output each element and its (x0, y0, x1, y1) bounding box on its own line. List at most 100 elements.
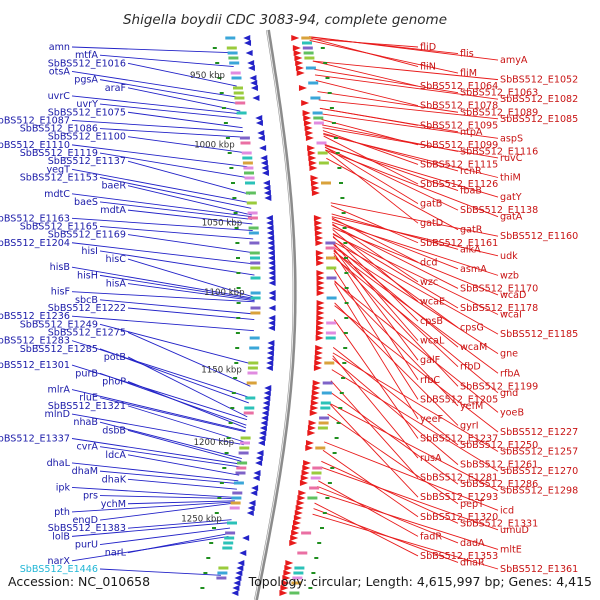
gene-label[interactable]: wzc (420, 277, 438, 288)
gene-label[interactable]: wcaI (500, 310, 522, 321)
gene-label[interactable]: ipk (56, 482, 71, 493)
gene-label[interactable]: prs (83, 491, 98, 502)
gene-label[interactable]: fliN (420, 62, 436, 73)
gene-label[interactable]: icd (500, 505, 514, 516)
gene-label[interactable]: mlnD (45, 409, 70, 420)
gene-label[interactable]: SbBS512_E1052 (500, 75, 578, 86)
gene-label[interactable]: SbBS512_E1383 (48, 523, 126, 534)
gene-label[interactable]: uvrC (48, 91, 71, 102)
gene-label[interactable]: SbBS512_E1283 (0, 336, 70, 347)
gene-label[interactable]: SbBS512_E1361 (500, 564, 578, 575)
gene-label[interactable]: mdtA (100, 205, 126, 216)
gene-label[interactable]: SbBS512_E1337 (0, 434, 70, 445)
gene-label[interactable]: rusA (420, 453, 442, 464)
gene-label[interactable]: SbBS512_E1275 (48, 327, 126, 338)
gene-label[interactable]: SbBS512_E1087 (0, 115, 70, 126)
gene-label[interactable]: hisF (51, 287, 70, 298)
gene-label[interactable]: SbBS512_E1138 (460, 205, 538, 216)
gene-label[interactable]: SbBS512_E1110 (0, 140, 70, 151)
gene-label[interactable]: SbBS512_E1115 (420, 159, 498, 170)
gene-label[interactable]: SbBS512_E1119 (20, 148, 98, 159)
gene-label[interactable]: dhaR (460, 557, 485, 568)
gene-label[interactable]: SbBS512_E1160 (500, 231, 578, 242)
gene-label[interactable]: cvrA (77, 442, 99, 453)
gene-label[interactable]: purU (75, 540, 98, 551)
gene-label[interactable]: SbBS512_E1204 (0, 238, 70, 249)
gene-label[interactable]: aspS (500, 133, 523, 144)
gene-label[interactable]: wzb (500, 270, 519, 281)
gene-label[interactable]: SbBS512_E1085 (500, 114, 578, 125)
gene-label[interactable]: SbBS512_E1237 (420, 434, 498, 445)
gene-label[interactable]: phoP (102, 376, 126, 387)
gene-label[interactable]: SbBS512_E1331 (460, 518, 538, 529)
gene-label[interactable]: SbBS512_E1281 (420, 473, 498, 484)
gene-label[interactable]: gne (500, 349, 518, 360)
gene-label[interactable]: gatB (420, 199, 442, 210)
gene-label[interactable]: SbBS512_E1016 (48, 58, 126, 69)
gene-label[interactable]: wcaD (500, 290, 526, 301)
gene-label[interactable]: nhaB (73, 417, 98, 428)
gene-label[interactable]: amyA (500, 55, 528, 66)
gene-label[interactable]: flis (460, 49, 474, 60)
gene-label[interactable]: mdtC (44, 189, 70, 200)
gene-label[interactable]: SbBS512_E1301 (0, 360, 70, 371)
gene-label[interactable]: yoeB (500, 407, 524, 418)
gene-label[interactable]: engD (73, 515, 98, 526)
gene-label[interactable]: fliD (420, 42, 436, 53)
gene-label[interactable]: SbBS512_E1236 (0, 311, 70, 322)
gene-label[interactable]: SbBS512_E1320 (420, 512, 498, 523)
gene-label[interactable]: wcaM (460, 342, 487, 353)
gene-label[interactable]: yeeF (420, 414, 443, 425)
gene-label[interactable]: uvrY (76, 99, 98, 110)
gene-label[interactable]: wcaL (420, 336, 445, 347)
gene-label[interactable]: hisA (106, 279, 127, 290)
gene-label[interactable]: dhaK (102, 474, 127, 485)
gene-label[interactable]: potB (104, 352, 126, 363)
gene-label[interactable]: amn (49, 42, 70, 53)
gene-label[interactable]: yegT (46, 164, 70, 175)
gene-label[interactable]: pth (54, 507, 70, 518)
gene-label[interactable]: udk (500, 251, 518, 262)
gene-label[interactable]: SbBS512_E1075 (48, 107, 126, 118)
gene-label[interactable]: dhaM (72, 466, 98, 477)
gene-label[interactable]: SbBS512_E1446 (20, 564, 98, 575)
gene-label[interactable]: rfbC (420, 375, 440, 386)
gene-label[interactable]: SbBS512_E1257 (500, 447, 578, 458)
gene-label[interactable]: dsbB (102, 425, 126, 436)
gene-label[interactable]: SbBS512_E1222 (48, 303, 126, 314)
gene-label[interactable]: narX (48, 556, 71, 567)
gene-label[interactable]: baeS (74, 197, 98, 208)
gene-label[interactable]: hisC (106, 254, 127, 265)
gene-label[interactable]: SbBS512_E1153 (20, 173, 98, 184)
gene-label[interactable]: SbBS512_E1126 (420, 179, 498, 190)
gene-label[interactable]: SbBS512_E1089 (460, 107, 538, 118)
gene-label[interactable]: SbBS512_E1163 (0, 213, 70, 224)
gene-label[interactable]: alkA (460, 244, 481, 255)
gene-label[interactable]: SbBS512_E1249 (20, 319, 98, 330)
gene-label[interactable]: SbBS512_E1064 (420, 81, 498, 92)
gene-label[interactable]: otsA (49, 66, 71, 77)
gene-label[interactable]: SbBS512_E1286 (460, 479, 538, 490)
gene-label[interactable]: ntpA (460, 127, 483, 138)
gene-label[interactable]: SbBS512_E1063 (460, 88, 538, 99)
gene-label[interactable]: asmA (460, 264, 487, 275)
gene-label[interactable]: ychM (101, 499, 126, 510)
gene-label[interactable]: SbBS512_E1321 (48, 401, 126, 412)
gene-label[interactable]: pepT (460, 499, 484, 510)
gene-label[interactable]: fadR (420, 531, 442, 542)
gene-label[interactable]: SbBS512_E1270 (500, 466, 578, 477)
gene-label[interactable]: gyrI (460, 420, 479, 431)
gene-label[interactable]: gatD (420, 218, 443, 229)
gene-label[interactable]: SbBS512_E1078 (420, 101, 498, 112)
gene-label[interactable]: SbBS512_E1086 (20, 124, 98, 135)
gene-label[interactable]: wcaE (420, 296, 445, 307)
gene-label[interactable]: dadA (460, 538, 485, 549)
gene-label[interactable]: mlrA (47, 385, 70, 396)
gene-label[interactable]: dcd (420, 257, 437, 268)
gene-label[interactable]: SbBS512_E1161 (420, 238, 498, 249)
gene-label[interactable]: purB (75, 368, 98, 379)
gene-label[interactable]: gatA (500, 212, 523, 223)
gene-label[interactable]: gatR (460, 225, 483, 236)
gene-label[interactable]: SbBS512_E1165 (20, 221, 98, 232)
gene-label[interactable]: narL (105, 548, 127, 559)
